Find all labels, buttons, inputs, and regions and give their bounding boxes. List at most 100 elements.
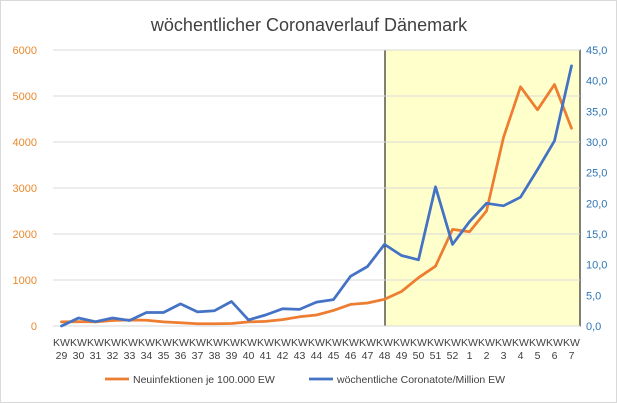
data-point xyxy=(332,309,335,312)
data-point xyxy=(332,298,335,301)
gridlines-group xyxy=(53,49,580,327)
series-lines-group xyxy=(60,64,573,328)
data-point xyxy=(162,311,165,314)
right-axis-tick-label: 15,0 xyxy=(586,229,607,241)
data-point xyxy=(298,308,301,311)
data-point xyxy=(502,136,505,139)
x-axis-tick-label: KW 39 xyxy=(223,337,240,362)
x-axis-tick-label: KW 30 xyxy=(70,337,87,362)
data-point xyxy=(196,311,199,313)
right-axis-tick-label: 30,0 xyxy=(586,137,607,149)
data-point xyxy=(315,314,318,316)
data-point xyxy=(349,303,352,306)
right-axis-ticks-group: 0,0 5,0 10,0 15,0 20,0 25,0 30,0 35,0 40,0 45,0 xyxy=(586,45,607,333)
left-axis-tick-label: 1000 xyxy=(13,275,37,287)
data-point xyxy=(213,322,216,325)
right-axis-tick-label: 40,0 xyxy=(586,76,607,88)
data-point xyxy=(111,319,114,322)
right-axis-tick-label: 35,0 xyxy=(586,106,607,118)
data-point xyxy=(383,243,386,246)
x-axis-tick-label: KW 45 xyxy=(325,337,342,362)
data-point xyxy=(519,86,522,88)
x-axis-tick-label: KW 1 xyxy=(461,337,478,362)
data-point xyxy=(247,321,250,323)
data-point xyxy=(230,322,233,325)
data-point xyxy=(145,311,148,314)
data-point xyxy=(315,301,318,303)
data-point xyxy=(179,303,182,305)
data-point xyxy=(281,308,284,310)
left-axis-tick-label: 3000 xyxy=(13,183,37,195)
data-point xyxy=(536,109,539,111)
left-axis-tick-label: 6000 xyxy=(13,45,37,57)
chart-title: wöchentlicher Coronaverlauf Dänemark xyxy=(150,15,468,35)
right-axis-tick-label: 25,0 xyxy=(586,168,607,180)
x-axis-tick-label: KW 42 xyxy=(274,337,291,362)
data-point xyxy=(111,317,114,319)
x-axis-tick-label: KW 51 xyxy=(427,337,444,362)
x-axis-tick-label: KW 50 xyxy=(410,337,427,362)
data-point xyxy=(213,309,216,312)
data-point xyxy=(536,168,539,171)
x-axis-tick-label: KW 38 xyxy=(206,337,223,362)
x-axis-tick-label: KW 41 xyxy=(257,337,274,362)
x-axis-tick-label: KW 52 xyxy=(444,337,461,362)
x-axis-tick-label: KW 40 xyxy=(240,337,257,362)
data-point xyxy=(468,220,471,223)
x-axis-tick-label: KW 29 xyxy=(53,337,70,362)
x-axis-tick-label: KW 31 xyxy=(87,337,104,362)
left-axis-tick-label: 5000 xyxy=(13,91,37,103)
data-point xyxy=(366,302,369,304)
legend-label: wöchentliche Coronatote/Million EW xyxy=(336,374,505,386)
data-point xyxy=(434,265,437,268)
data-point xyxy=(400,254,403,257)
x-axis-tick-label: KW 47 xyxy=(359,337,376,362)
data-point xyxy=(349,275,352,278)
data-point xyxy=(570,65,573,67)
data-point xyxy=(77,320,80,323)
data-point xyxy=(417,276,420,279)
x-axis-tick-label: KW 48 xyxy=(376,337,393,362)
right-axis-tick-label: 45,0 xyxy=(586,45,607,57)
right-axis-tick-label: 5,0 xyxy=(586,290,601,302)
data-point xyxy=(485,210,488,212)
data-point xyxy=(264,314,267,316)
left-axis-tick-label: 2000 xyxy=(13,229,37,241)
data-point xyxy=(570,127,573,129)
right-axis-tick-label: 0,0 xyxy=(586,321,601,333)
data-point xyxy=(553,83,556,86)
x-axis-tick-label: KW 2 xyxy=(478,337,495,362)
data-point xyxy=(451,243,454,246)
data-point xyxy=(60,325,63,327)
data-point xyxy=(366,265,369,268)
x-axis-tick-label: KW 36 xyxy=(172,337,189,362)
x-axis-tick-label: KW 4 xyxy=(512,337,529,362)
x-axis-tick-label: KW 33 xyxy=(121,337,138,362)
x-axis-tick-label: KW 46 xyxy=(342,337,359,362)
legend-label: Neuinfektionen je 100.000 EW xyxy=(133,374,275,386)
data-point xyxy=(196,322,199,325)
x-axis-tick-label: KW 44 xyxy=(308,337,325,362)
data-point xyxy=(281,318,284,321)
x-axis-tick-label: KW 49 xyxy=(393,337,410,362)
data-point xyxy=(468,230,471,233)
data-point xyxy=(162,321,165,323)
data-point xyxy=(502,204,505,207)
x-axis-tick-label: KW 7 xyxy=(563,337,580,362)
right-axis-tick-label: 10,0 xyxy=(586,260,607,272)
data-point xyxy=(179,321,182,324)
data-point xyxy=(485,202,488,205)
left-axis-tick-label: 0 xyxy=(31,321,37,333)
data-point xyxy=(264,320,267,323)
data-point xyxy=(451,228,454,231)
data-point xyxy=(60,321,63,323)
x-axis-tick-label: KW 34 xyxy=(138,337,155,362)
right-axis-tick-label: 20,0 xyxy=(586,198,607,210)
x-axis-tick-label: KW 5 xyxy=(529,337,546,362)
x-axis-tick-label: KW 6 xyxy=(546,337,563,362)
data-point xyxy=(298,316,301,318)
data-point xyxy=(383,298,386,301)
